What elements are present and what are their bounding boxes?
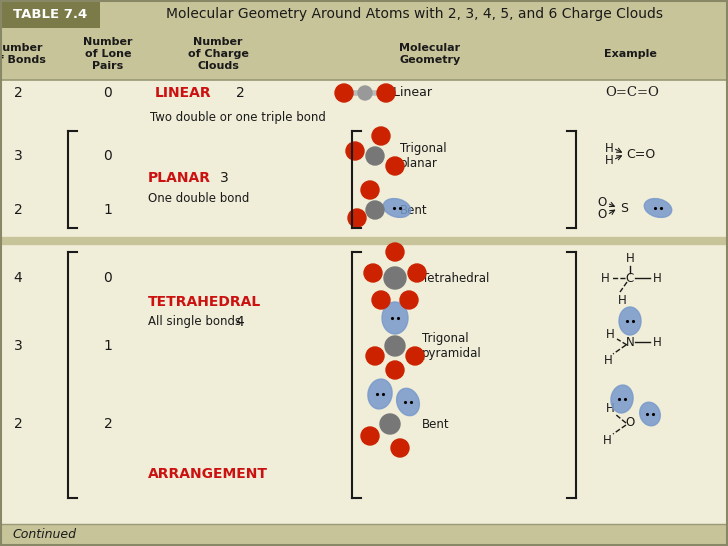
Text: H: H — [601, 271, 609, 284]
Circle shape — [400, 291, 418, 309]
Text: 2: 2 — [14, 417, 23, 431]
Text: 0: 0 — [103, 271, 112, 285]
Text: Trigonal
pyramidal: Trigonal pyramidal — [422, 332, 482, 360]
Text: 0: 0 — [103, 86, 112, 100]
Circle shape — [372, 291, 390, 309]
Ellipse shape — [644, 199, 672, 217]
Text: Molecular
Geometry: Molecular Geometry — [400, 43, 461, 65]
Text: H: H — [625, 252, 634, 264]
Circle shape — [364, 264, 382, 282]
Circle shape — [361, 427, 379, 445]
Text: N: N — [625, 335, 634, 348]
Text: PLANAR: PLANAR — [148, 171, 211, 185]
Bar — [0, 524, 728, 546]
Text: 3: 3 — [14, 339, 23, 353]
Text: S: S — [620, 201, 628, 215]
Ellipse shape — [368, 379, 392, 409]
Ellipse shape — [397, 388, 419, 416]
Text: 2: 2 — [14, 86, 23, 100]
Text: Example: Example — [604, 49, 657, 59]
Text: Bent: Bent — [422, 418, 450, 430]
Text: H: H — [617, 294, 626, 306]
Bar — [0, 0, 100, 28]
Bar — [0, 28, 728, 80]
Text: All single bonds: All single bonds — [148, 316, 241, 329]
Circle shape — [386, 157, 404, 175]
Text: H: H — [652, 335, 661, 348]
Text: Molecular Geometry Around Atoms with 2, 3, 4, 5, and 6 Charge Clouds: Molecular Geometry Around Atoms with 2, … — [165, 7, 662, 21]
Text: H: H — [605, 153, 614, 167]
Text: 3: 3 — [14, 149, 23, 163]
Text: Two double or one triple bond: Two double or one triple bond — [150, 110, 326, 123]
Text: H: H — [606, 328, 614, 341]
Text: One double bond: One double bond — [148, 192, 250, 205]
Circle shape — [348, 209, 366, 227]
Text: O: O — [597, 209, 606, 222]
Text: H: H — [604, 353, 612, 366]
Text: 2: 2 — [103, 417, 112, 431]
Circle shape — [346, 142, 364, 160]
Circle shape — [366, 201, 384, 219]
Ellipse shape — [611, 385, 633, 413]
Circle shape — [366, 347, 384, 365]
Text: ARRANGEMENT: ARRANGEMENT — [148, 467, 268, 481]
Text: O: O — [625, 416, 635, 429]
Text: Number
of Charge
Clouds: Number of Charge Clouds — [188, 37, 248, 70]
Circle shape — [391, 439, 409, 457]
Circle shape — [377, 84, 395, 102]
Text: Linear: Linear — [385, 86, 432, 99]
Text: TETRAHEDRAL: TETRAHEDRAL — [148, 295, 261, 309]
Text: O=C=O: O=C=O — [605, 86, 659, 99]
Text: 2: 2 — [14, 203, 23, 217]
Ellipse shape — [383, 199, 411, 217]
Circle shape — [386, 243, 404, 261]
Text: Tetrahedral: Tetrahedral — [422, 271, 489, 284]
Text: 3: 3 — [220, 171, 229, 185]
Circle shape — [384, 267, 406, 289]
Text: 1: 1 — [103, 339, 112, 353]
Text: 4: 4 — [14, 271, 23, 285]
Text: Continued: Continued — [12, 529, 76, 542]
Text: Bent: Bent — [400, 204, 427, 217]
Text: O: O — [597, 197, 606, 210]
Circle shape — [372, 127, 390, 145]
Circle shape — [406, 347, 424, 365]
Circle shape — [386, 361, 404, 379]
Ellipse shape — [640, 402, 660, 426]
Text: H: H — [603, 434, 612, 447]
Circle shape — [380, 414, 400, 434]
Circle shape — [408, 264, 426, 282]
Text: Number
of Lone
Pairs: Number of Lone Pairs — [83, 37, 132, 70]
Bar — [100, 0, 728, 28]
Ellipse shape — [382, 302, 408, 334]
Text: 0: 0 — [103, 149, 112, 163]
Circle shape — [335, 84, 353, 102]
Circle shape — [385, 336, 405, 356]
Text: 2: 2 — [236, 86, 245, 100]
Text: C: C — [626, 271, 634, 284]
Text: H: H — [605, 141, 614, 155]
Text: 4: 4 — [236, 315, 245, 329]
Text: TABLE 7.4: TABLE 7.4 — [13, 8, 87, 21]
Text: Number
of Bonds: Number of Bonds — [0, 43, 45, 65]
Circle shape — [366, 147, 384, 165]
Text: Trigonal
planar: Trigonal planar — [400, 142, 446, 170]
Circle shape — [358, 86, 372, 100]
Text: LINEAR: LINEAR — [155, 86, 212, 100]
Text: H: H — [652, 271, 661, 284]
Ellipse shape — [619, 307, 641, 335]
Text: H: H — [606, 401, 614, 414]
Text: 1: 1 — [103, 203, 112, 217]
Circle shape — [361, 181, 379, 199]
Text: C=O: C=O — [626, 147, 655, 161]
